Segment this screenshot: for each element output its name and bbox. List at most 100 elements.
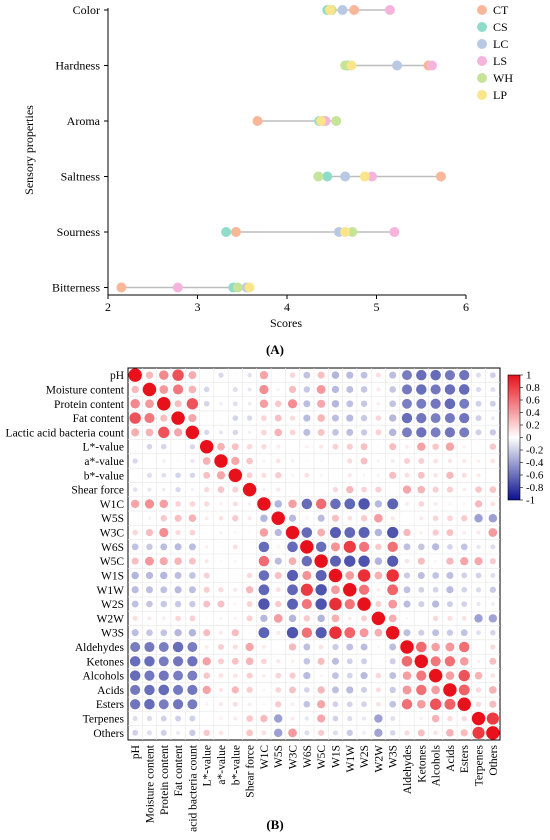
b-colorbar-tick-label: -0.8 bbox=[526, 482, 544, 494]
b-corr-circle bbox=[315, 498, 327, 510]
b-corr-circle bbox=[459, 370, 470, 381]
b-corr-circle bbox=[475, 386, 482, 393]
b-corr-circle bbox=[205, 617, 208, 620]
b-corr-circle bbox=[358, 584, 370, 595]
b-corr-circle bbox=[219, 616, 223, 620]
b-corr-circle bbox=[189, 729, 196, 737]
a-point-ls bbox=[389, 227, 400, 237]
a-point-lp bbox=[346, 60, 357, 71]
b-column-label: Shear force bbox=[245, 745, 257, 798]
a-legend-label: CS bbox=[493, 20, 508, 34]
b-corr-circle bbox=[461, 572, 468, 579]
b-corr-circle bbox=[360, 643, 368, 651]
b-corr-circle bbox=[375, 486, 382, 493]
b-corr-circle bbox=[461, 472, 467, 478]
b-corr-circle bbox=[402, 370, 412, 381]
b-colorbar-tick-label: 0.6 bbox=[526, 395, 540, 407]
b-corr-circle bbox=[175, 472, 181, 479]
b-corr-circle bbox=[332, 730, 338, 736]
b-corr-circle bbox=[389, 400, 397, 408]
b-corr-circle bbox=[159, 557, 168, 566]
b-corr-circle bbox=[161, 487, 166, 492]
b-corr-circle bbox=[389, 414, 397, 422]
b-corr-circle bbox=[461, 601, 468, 607]
b-corr-circle bbox=[261, 415, 267, 421]
b-corr-circle bbox=[405, 717, 409, 720]
b-corr-circle bbox=[218, 687, 224, 693]
b-corr-circle bbox=[218, 587, 224, 593]
b-corr-circle bbox=[303, 400, 311, 408]
b-corr-circle bbox=[346, 701, 353, 708]
b-corr-circle bbox=[203, 400, 210, 407]
b-column-labels: pH Moisture content Protein content Fat con… bbox=[130, 744, 500, 840]
b-corr-circle bbox=[274, 500, 282, 508]
b-corr-circle bbox=[359, 628, 369, 638]
b-colorbar-tick-label: -0.4 bbox=[526, 457, 544, 469]
b-corr-circle bbox=[433, 473, 438, 478]
b-corr-circle bbox=[462, 445, 466, 449]
b-corr-circle bbox=[491, 474, 495, 477]
b-corr-circle bbox=[489, 700, 497, 708]
a-point-wh bbox=[347, 227, 358, 237]
b-corr-circle bbox=[317, 414, 325, 422]
b-corr-circle bbox=[460, 557, 469, 566]
b-corr-circle bbox=[362, 730, 366, 735]
panel-b-label: (B) bbox=[266, 817, 283, 832]
b-corr-circle bbox=[217, 643, 225, 651]
b-column-label: Esters bbox=[459, 744, 471, 773]
b-corr-circle bbox=[476, 530, 481, 535]
b-corr-circle bbox=[317, 714, 326, 723]
b-corr-circle bbox=[173, 684, 184, 695]
b-corr-circle bbox=[433, 458, 439, 464]
b-corr-circle bbox=[319, 674, 323, 678]
b-corr-circle bbox=[287, 598, 299, 610]
b-corr-circle bbox=[274, 571, 282, 579]
a-category-label: Hardness bbox=[55, 59, 100, 73]
b-corr-circle bbox=[476, 602, 481, 607]
b-corr-circle bbox=[376, 701, 381, 707]
b-row-label: Acids bbox=[97, 685, 124, 697]
b-corr-circle bbox=[176, 445, 180, 448]
b-column-label: Moisture content bbox=[144, 744, 156, 823]
b-corr-circle bbox=[389, 371, 397, 379]
b-column-label: Fat content bbox=[173, 744, 185, 796]
b-corr-circle bbox=[131, 557, 139, 565]
b-corr-circle bbox=[160, 586, 168, 594]
a-point-wh bbox=[313, 171, 324, 182]
b-corr-circle bbox=[419, 516, 424, 521]
b-corr-circle bbox=[447, 458, 453, 464]
b-column-label: L*-value bbox=[202, 745, 214, 787]
b-corr-circle bbox=[318, 644, 324, 650]
b-corr-circle bbox=[233, 673, 238, 678]
b-corr-circle bbox=[301, 598, 312, 610]
b-corr-circle bbox=[362, 473, 366, 477]
b-corr-circle bbox=[347, 458, 353, 464]
b-corr-circle bbox=[490, 501, 496, 507]
panel-a: Color Hardness Aroma Saltness Sourness Bitter… bbox=[0, 0, 550, 360]
b-corr-circle bbox=[288, 499, 297, 509]
b-corr-circle bbox=[331, 371, 340, 379]
b-row-label: W1C bbox=[100, 499, 125, 511]
b-corr-circle bbox=[346, 414, 354, 422]
b-corr-circle bbox=[275, 472, 282, 479]
b-corr-circle bbox=[461, 715, 467, 722]
b-corr-circle bbox=[432, 443, 439, 450]
b-corr-circle bbox=[360, 386, 368, 393]
b-column-label: a*-value bbox=[216, 745, 228, 785]
b-corr-circle bbox=[288, 728, 297, 738]
b-corr-circle bbox=[420, 617, 423, 620]
sensory-dot-plot: Color Hardness Aroma Saltness Sourness Bitter… bbox=[22, 3, 513, 357]
b-corr-circle bbox=[258, 627, 270, 639]
b-corr-circle bbox=[188, 586, 196, 594]
b-corr-circle bbox=[316, 385, 326, 394]
b-corr-circle bbox=[387, 555, 399, 567]
b-corr-circle bbox=[376, 587, 381, 592]
b-column-label: Acids bbox=[445, 744, 457, 771]
b-corr-circle bbox=[317, 528, 326, 537]
b-corr-circle bbox=[158, 426, 170, 439]
b-corr-circle bbox=[188, 514, 197, 523]
b-corr-circle bbox=[358, 541, 370, 552]
b-corr-circle bbox=[259, 384, 269, 395]
b-colorbar-tick-label: 0.4 bbox=[526, 407, 540, 419]
b-corr-circle bbox=[315, 584, 327, 596]
